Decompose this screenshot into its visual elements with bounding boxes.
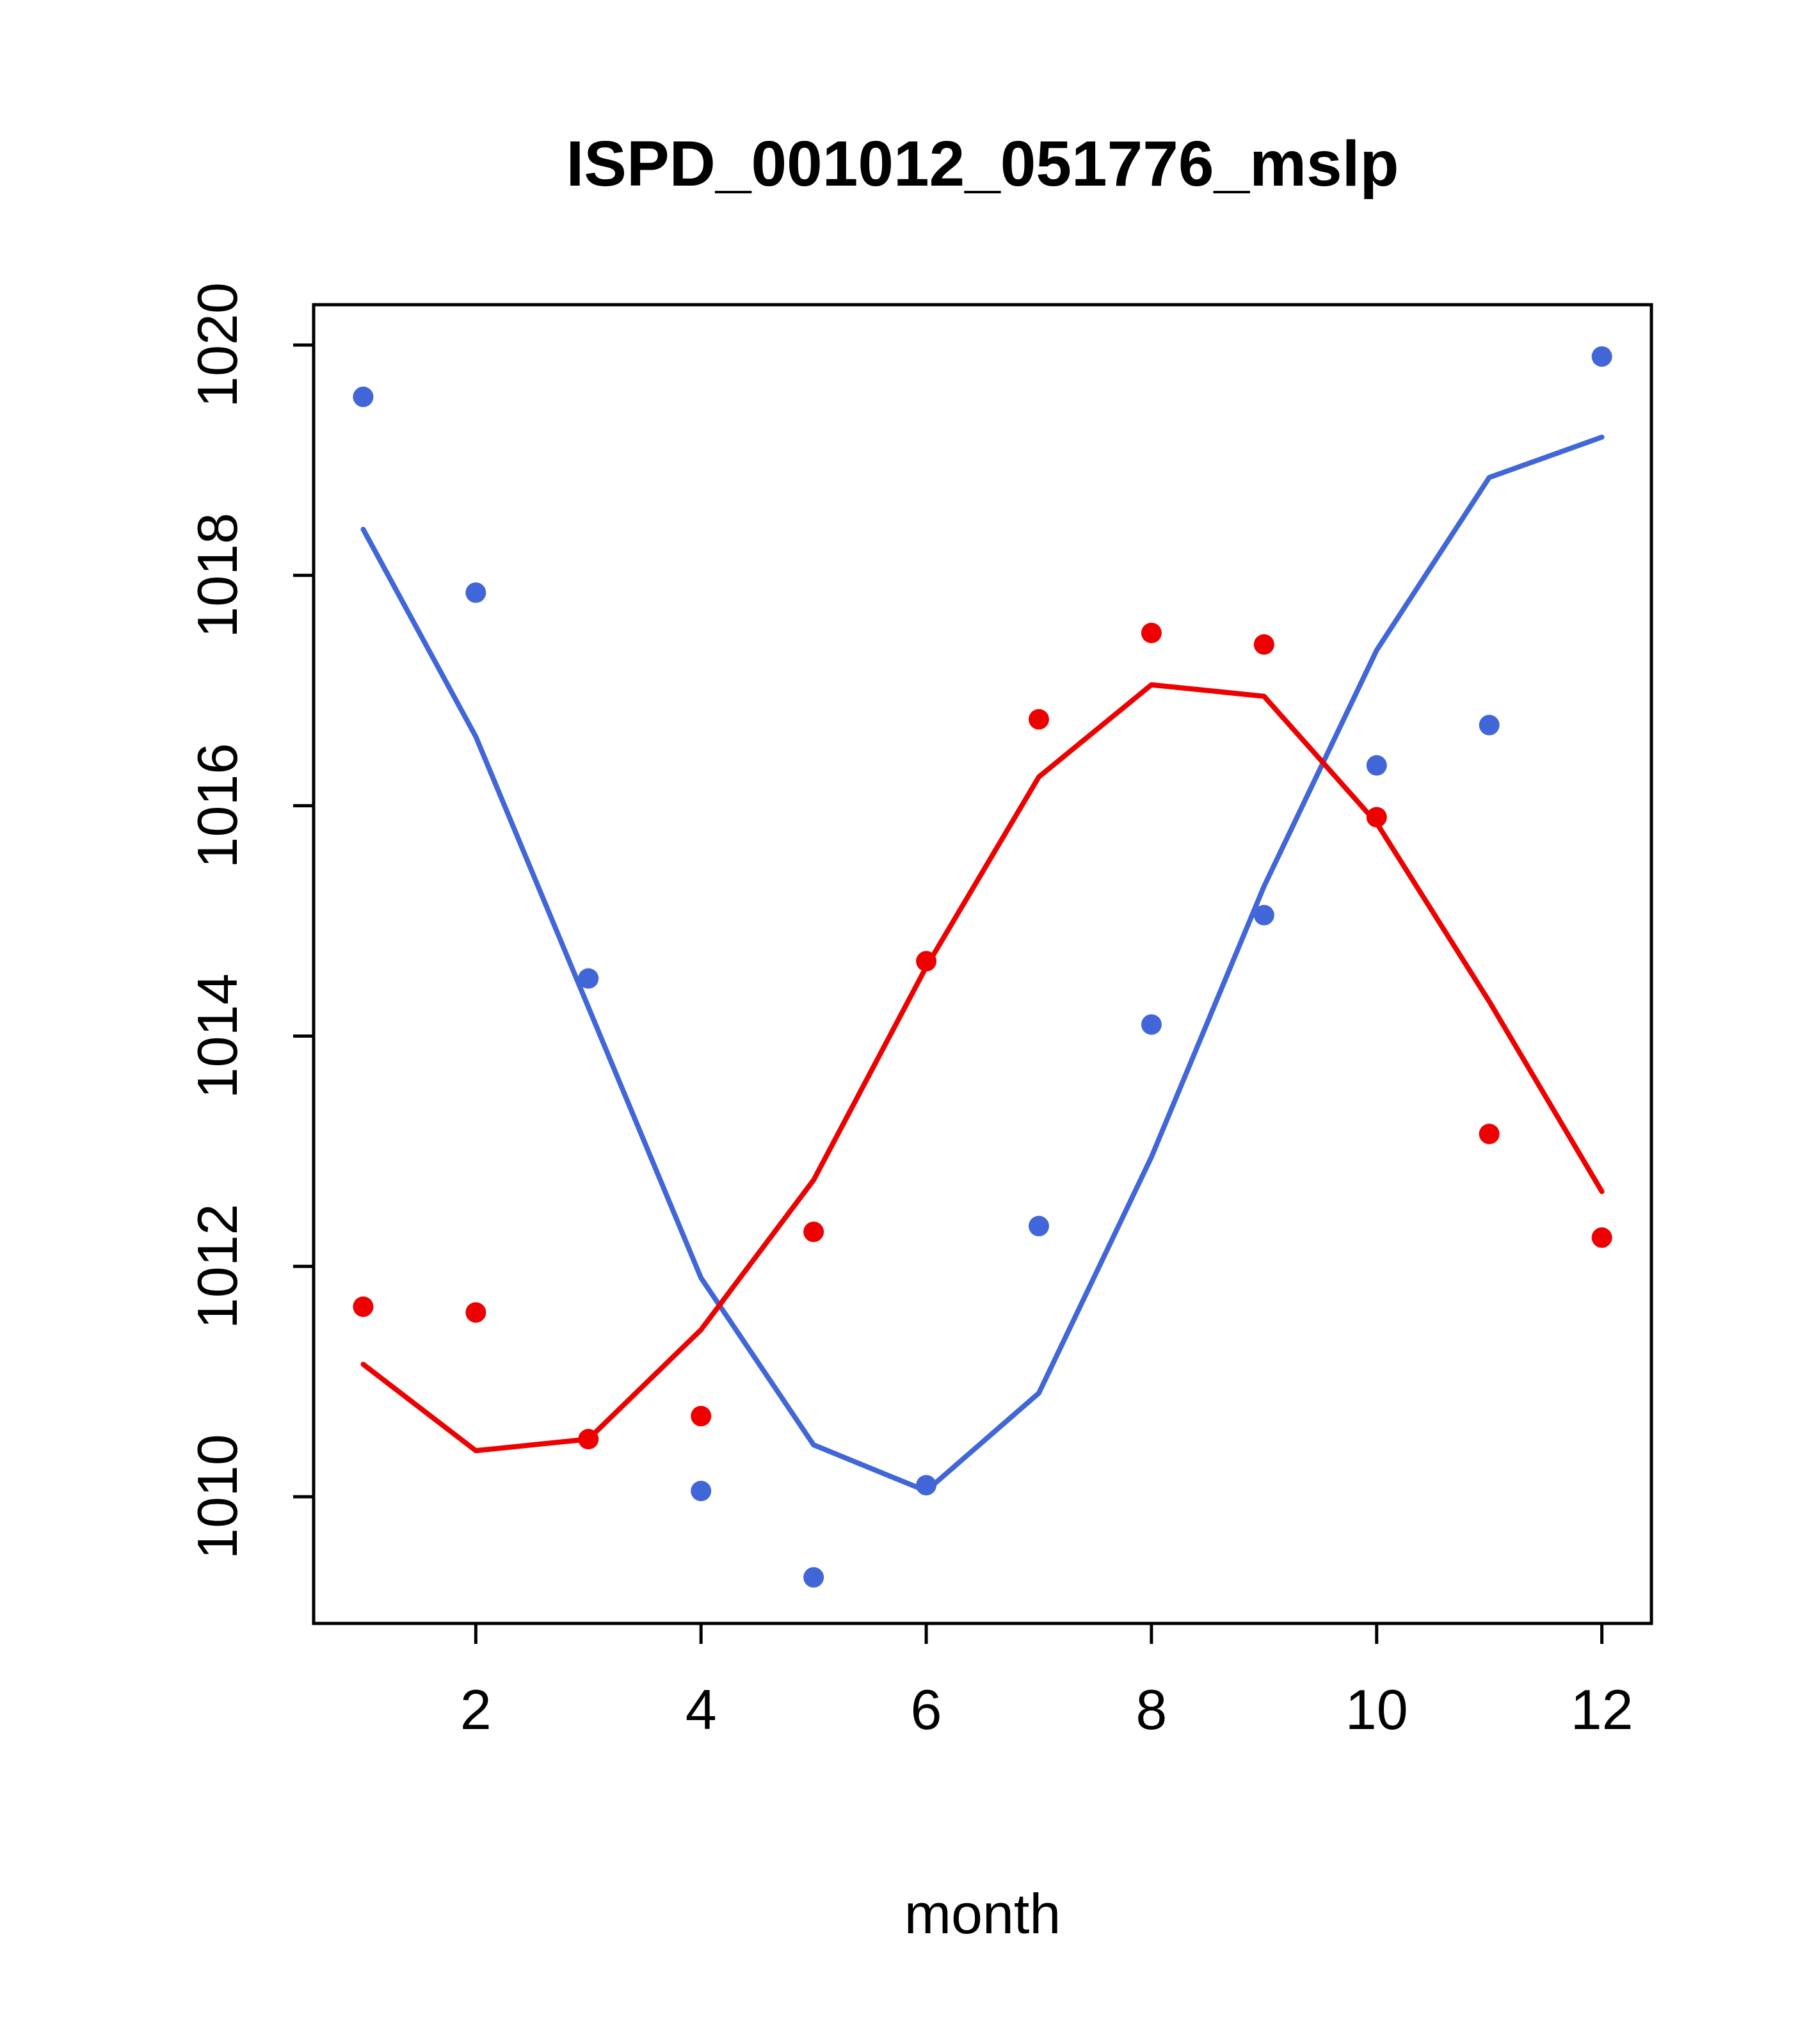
x-tick-label: 10	[1345, 1678, 1408, 1741]
blue-monthly-points-point	[1591, 346, 1612, 367]
red-monthly-points-point	[1591, 1227, 1612, 1248]
blue-monthly-points-point	[465, 582, 486, 603]
red-monthly-points-point	[803, 1221, 824, 1243]
blue-monthly-points-point	[1479, 714, 1500, 736]
x-tick-label: 2	[460, 1678, 492, 1741]
red-monthly-points-point	[353, 1296, 374, 1317]
blue-monthly-points-point	[1366, 755, 1387, 776]
blue-monthly-points-point	[578, 968, 599, 989]
chart-title: ISPD_001012_051776_mslp	[566, 128, 1399, 200]
red-monthly-points-point	[691, 1406, 712, 1427]
blue-monthly-points-point	[691, 1481, 712, 1502]
y-tick-label: 1020	[186, 282, 249, 408]
y-tick-label: 1018	[186, 513, 249, 638]
blue-monthly-points-point	[803, 1567, 824, 1588]
red-monthly-points-point	[465, 1302, 486, 1323]
plot-box	[312, 303, 1653, 1625]
blue-monthly-points-point	[1141, 1014, 1162, 1035]
red-monthly-points-point	[1141, 622, 1162, 643]
x-axis-label: month	[904, 1882, 1061, 1945]
red-monthly-points-point	[1479, 1123, 1500, 1145]
red-monthly-points-point	[1028, 709, 1049, 730]
blue-monthly-points-point	[353, 386, 374, 407]
x-tick-label: 6	[911, 1678, 942, 1741]
red-monthly-points-point	[1366, 807, 1387, 828]
blue-trend-line	[360, 434, 1605, 1494]
y-tick-label: 1016	[186, 743, 249, 869]
y-tick-label: 1012	[186, 1203, 249, 1329]
y-tick-label: 1010	[186, 1434, 249, 1559]
red-monthly-points-point	[1253, 634, 1274, 655]
red-trend-line	[360, 682, 1605, 1454]
y-tick-label: 1014	[186, 974, 249, 1099]
x-tick-label: 8	[1136, 1678, 1167, 1741]
x-tick-label: 4	[686, 1678, 717, 1741]
x-tick-label: 12	[1571, 1678, 1633, 1741]
blue-monthly-points-point	[1028, 1216, 1049, 1237]
blue-monthly-points-point	[1253, 905, 1274, 926]
